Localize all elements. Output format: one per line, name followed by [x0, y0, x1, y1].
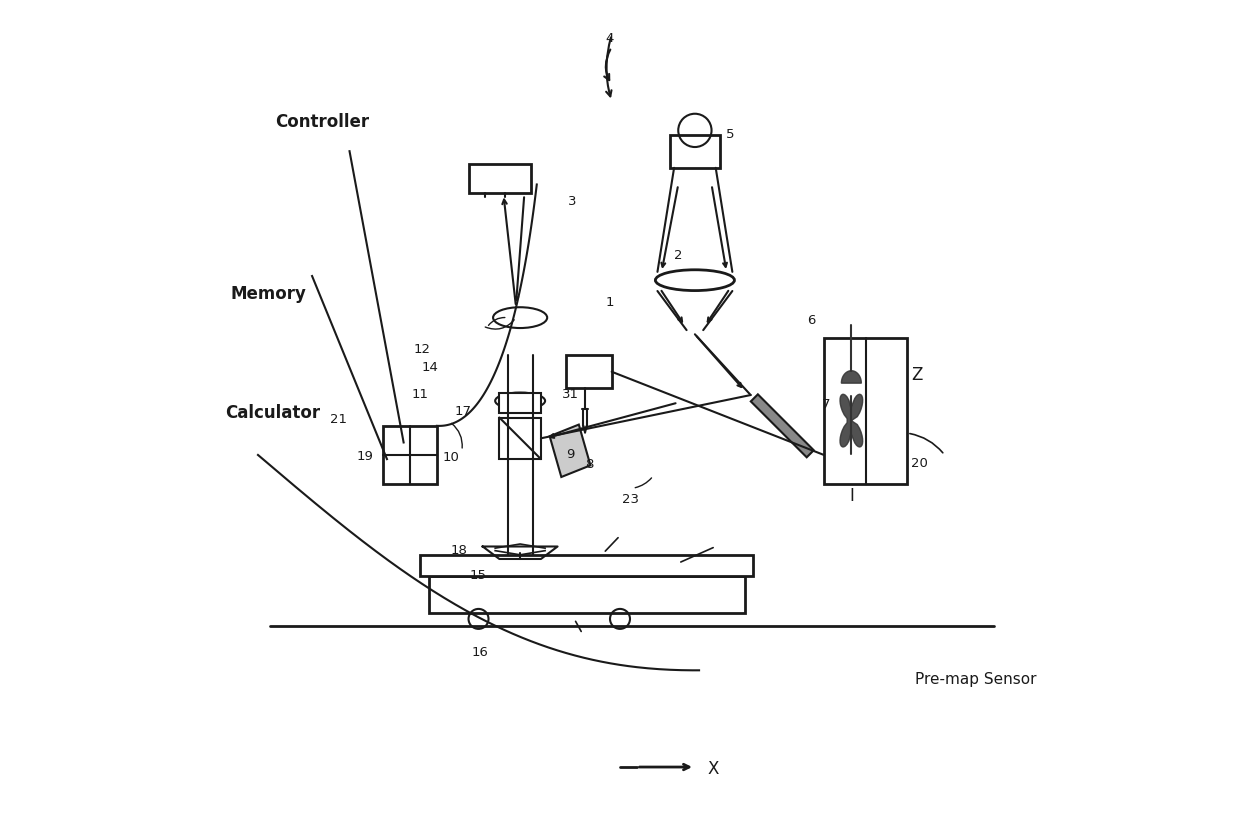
Text: 31: 31 [562, 387, 579, 401]
Text: 11: 11 [412, 387, 429, 401]
Text: 2: 2 [675, 249, 682, 261]
Text: 19: 19 [356, 450, 373, 463]
Text: 23: 23 [622, 493, 640, 505]
FancyBboxPatch shape [565, 355, 611, 388]
Polygon shape [839, 394, 863, 447]
Text: Z: Z [911, 366, 923, 384]
FancyBboxPatch shape [500, 418, 541, 459]
Text: 14: 14 [422, 361, 439, 374]
Text: Pre-map Sensor: Pre-map Sensor [915, 672, 1037, 687]
Text: 17: 17 [455, 405, 472, 418]
FancyBboxPatch shape [420, 554, 753, 575]
Text: 21: 21 [330, 412, 347, 426]
Polygon shape [842, 371, 862, 383]
Text: 4: 4 [606, 33, 614, 45]
Text: 9: 9 [565, 448, 574, 462]
Text: 15: 15 [470, 569, 487, 582]
Text: 1: 1 [606, 296, 614, 309]
Text: 16: 16 [471, 645, 489, 659]
Text: Controller: Controller [274, 113, 368, 131]
FancyBboxPatch shape [823, 338, 908, 484]
FancyBboxPatch shape [670, 134, 720, 168]
FancyBboxPatch shape [500, 392, 541, 413]
Text: 12: 12 [413, 342, 430, 356]
Text: 10: 10 [443, 451, 460, 464]
Text: 6: 6 [807, 314, 816, 326]
Text: 7: 7 [822, 397, 831, 411]
Text: I: I [849, 487, 854, 504]
Text: 20: 20 [911, 457, 928, 470]
Text: 18: 18 [451, 544, 467, 557]
Text: Calculator: Calculator [224, 404, 320, 423]
FancyBboxPatch shape [469, 164, 531, 193]
Text: 8: 8 [585, 458, 594, 471]
Text: 5: 5 [727, 128, 735, 141]
Text: Memory: Memory [231, 286, 306, 303]
Polygon shape [750, 394, 813, 458]
Text: X: X [707, 760, 719, 777]
FancyBboxPatch shape [383, 426, 436, 484]
Text: 3: 3 [568, 195, 577, 208]
FancyBboxPatch shape [429, 575, 745, 613]
Polygon shape [549, 424, 590, 477]
